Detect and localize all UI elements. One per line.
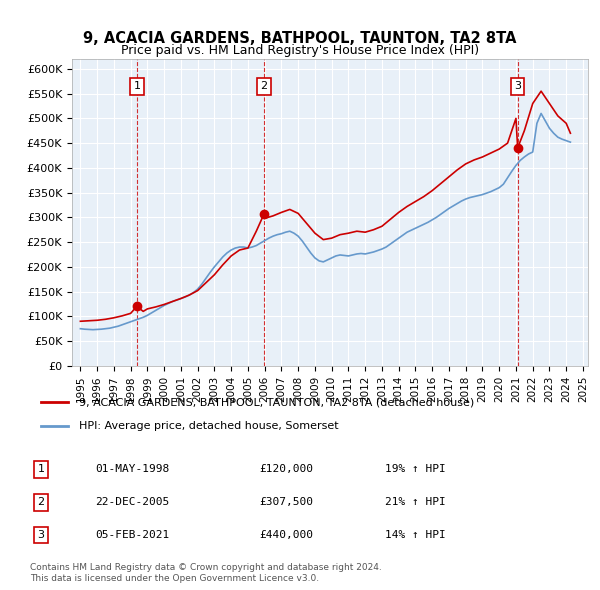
Text: 05-FEB-2021: 05-FEB-2021	[95, 530, 170, 540]
Text: 1: 1	[133, 81, 140, 91]
Text: 1: 1	[37, 464, 44, 474]
Text: 22-DEC-2005: 22-DEC-2005	[95, 497, 170, 507]
Text: This data is licensed under the Open Government Licence v3.0.: This data is licensed under the Open Gov…	[30, 573, 319, 583]
Text: Contains HM Land Registry data © Crown copyright and database right 2024.: Contains HM Land Registry data © Crown c…	[30, 563, 382, 572]
Text: £440,000: £440,000	[259, 530, 313, 540]
Text: Price paid vs. HM Land Registry's House Price Index (HPI): Price paid vs. HM Land Registry's House …	[121, 44, 479, 57]
Text: £120,000: £120,000	[259, 464, 313, 474]
Text: 19% ↑ HPI: 19% ↑ HPI	[385, 464, 446, 474]
Text: 2: 2	[37, 497, 44, 507]
Text: 2: 2	[260, 81, 268, 91]
Text: 14% ↑ HPI: 14% ↑ HPI	[385, 530, 446, 540]
Text: HPI: Average price, detached house, Somerset: HPI: Average price, detached house, Some…	[79, 421, 339, 431]
Text: 01-MAY-1998: 01-MAY-1998	[95, 464, 170, 474]
Text: 3: 3	[514, 81, 521, 91]
Text: £307,500: £307,500	[259, 497, 313, 507]
Text: 3: 3	[37, 530, 44, 540]
Text: 9, ACACIA GARDENS, BATHPOOL, TAUNTON, TA2 8TA: 9, ACACIA GARDENS, BATHPOOL, TAUNTON, TA…	[83, 31, 517, 46]
Text: 21% ↑ HPI: 21% ↑ HPI	[385, 497, 446, 507]
Text: 9, ACACIA GARDENS, BATHPOOL, TAUNTON, TA2 8TA (detached house): 9, ACACIA GARDENS, BATHPOOL, TAUNTON, TA…	[79, 398, 475, 407]
